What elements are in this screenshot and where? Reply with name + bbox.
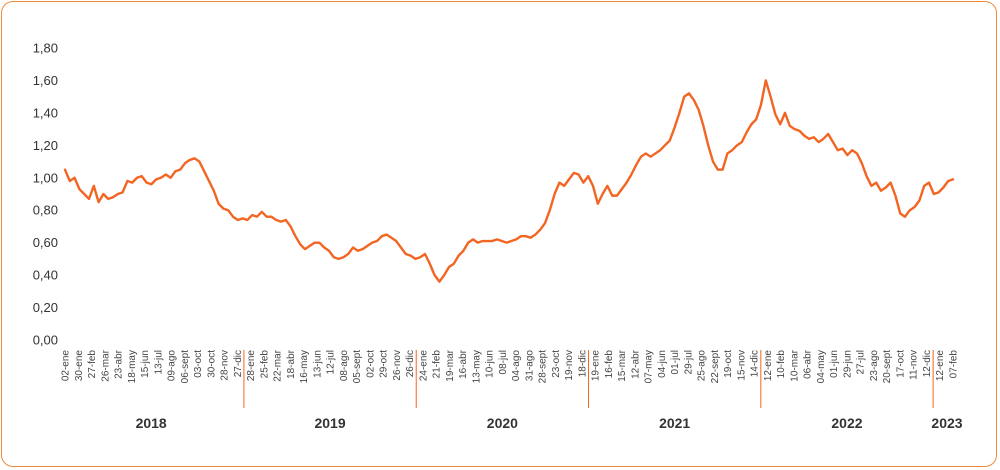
y-axis: 0,00 0,20 0,40 0,60 0,80 1,00 1,20 1,40 1,60 1,80 — [33, 41, 58, 348]
x-tick-label: 12-ene — [763, 350, 774, 382]
x-tick-label: 01-jul — [670, 350, 681, 374]
x-tick-label: 04-jun — [657, 350, 668, 378]
x-tick-label: 21-feb — [432, 350, 443, 379]
x-tick-label: 28-sept — [538, 350, 549, 384]
x-tick-label: 20-sept — [882, 350, 893, 384]
y-tick-label: 1,80 — [33, 41, 58, 56]
y-tick-label: 0,80 — [33, 203, 58, 218]
y-tick-label: 0,00 — [33, 333, 58, 348]
x-tick-label: 16-may — [299, 350, 310, 383]
year-label: 2023 — [931, 415, 962, 431]
x-tick-label: 11-nov — [909, 350, 920, 380]
x-tick-label: 13-jul — [153, 350, 164, 374]
y-tick-label: 1,00 — [33, 170, 58, 185]
x-tick-label: 19-mar — [445, 349, 456, 381]
x-tick-label: 22-mar — [273, 349, 284, 381]
x-tick-label: 26-dic — [405, 350, 416, 377]
x-tick-label: 07-may — [644, 350, 655, 383]
y-tick-label: 0,40 — [33, 268, 58, 283]
x-tick-label: 28-ene — [246, 350, 257, 382]
x-tick-label: 16-abr — [458, 349, 469, 379]
x-tick-label: 15-nov — [736, 350, 747, 381]
x-tick-label: 23-ago — [869, 350, 880, 382]
x-tick-label: 15-mar — [617, 349, 628, 381]
y-tick-label: 1,40 — [33, 105, 58, 120]
x-tick-label: 23-oct — [551, 350, 562, 378]
x-tick-label: 29-jun — [842, 350, 853, 378]
x-tick-label: 08-ago — [339, 350, 350, 382]
series-line — [63, 79, 955, 283]
x-tick-label: 19-nov — [564, 350, 575, 381]
x-tick-label: 30-ene — [74, 350, 85, 382]
x-tick-label: 18-may — [127, 350, 138, 383]
year-labels: 2018 2019 2020 2021 2022 2023 — [136, 415, 963, 431]
x-tick-label: 27-feb — [87, 350, 98, 379]
x-tick-label: 14-dic — [750, 350, 761, 377]
x-tick-label: 25-ago — [697, 350, 708, 382]
x-tick-label: 16-feb — [604, 350, 615, 379]
x-tick-label: 13-may — [471, 350, 482, 383]
x-tick-label: 10-mar — [789, 349, 800, 381]
year-label: 2022 — [831, 415, 862, 431]
x-tick-label: 22-sept — [710, 350, 721, 384]
x-tick-label: 18-abr — [286, 349, 297, 379]
x-tick-label: 24-ene — [418, 350, 429, 382]
year-label: 2018 — [136, 415, 167, 431]
x-tick-label: 15-jun — [140, 350, 151, 378]
x-tick-label: 03-oct — [193, 350, 204, 378]
x-tick-label: 18-dic — [577, 350, 588, 377]
x-tick-label: 23-abr — [114, 349, 125, 379]
x-tick-label: 28-nov — [220, 350, 231, 381]
year-label: 2021 — [659, 415, 690, 431]
x-axis: 02-ene 30-ene 27-feb 26-mar 23-abr 18-may 15-j… — [61, 349, 960, 383]
x-tick-label: 09-ago — [167, 350, 178, 382]
x-tick-label: 30-oct — [206, 350, 217, 378]
x-tick-label: 26-nov — [392, 350, 403, 381]
x-tick-label: 02-ene — [61, 350, 72, 382]
x-tick-label: 06-abr — [803, 349, 814, 379]
x-tick-label: 17-oct — [895, 350, 906, 378]
x-tick-label: 29-oct — [379, 350, 390, 378]
y-tick-label: 1,60 — [33, 73, 58, 88]
x-tick-label: 13-jun — [312, 350, 323, 378]
x-tick-label: 12-dic — [922, 350, 933, 377]
x-tick-label: 05-sept — [352, 350, 363, 384]
x-tick-label: 06-sept — [180, 350, 191, 384]
plot-area — [63, 79, 955, 283]
year-label: 2020 — [487, 415, 518, 431]
y-tick-label: 0,60 — [33, 235, 58, 250]
y-tick-label: 0,20 — [33, 300, 58, 315]
x-tick-label: 02-oct — [365, 350, 376, 378]
x-tick-label: 12-abr — [630, 349, 641, 379]
x-tick-label: 10-feb — [776, 350, 787, 379]
x-tick-label: 12-jul — [326, 350, 337, 374]
year-dividers — [243, 350, 934, 408]
x-tick-label: 31-ago — [524, 350, 535, 382]
x-tick-label: 04-may — [816, 350, 827, 383]
x-tick-label: 26-mar — [100, 349, 111, 381]
y-tick-label: 1,20 — [33, 138, 58, 153]
x-tick-label: 08-jul — [498, 350, 509, 374]
x-tick-label: 27-dic — [233, 350, 244, 377]
x-tick-label: 10-jun — [485, 350, 496, 378]
x-tick-label: 04-ago — [511, 350, 522, 382]
year-label: 2019 — [314, 415, 345, 431]
x-tick-label: 29-jul — [683, 350, 694, 374]
x-tick-label: 19-ene — [591, 350, 602, 382]
x-tick-label: 07-feb — [949, 350, 960, 379]
x-tick-label: 01-jun — [829, 350, 840, 378]
x-tick-label: 25-feb — [259, 350, 270, 379]
x-tick-label: 12-ene — [935, 350, 946, 382]
x-tick-label: 19-oct — [723, 350, 734, 378]
x-tick-label: 27-jul — [856, 350, 867, 374]
